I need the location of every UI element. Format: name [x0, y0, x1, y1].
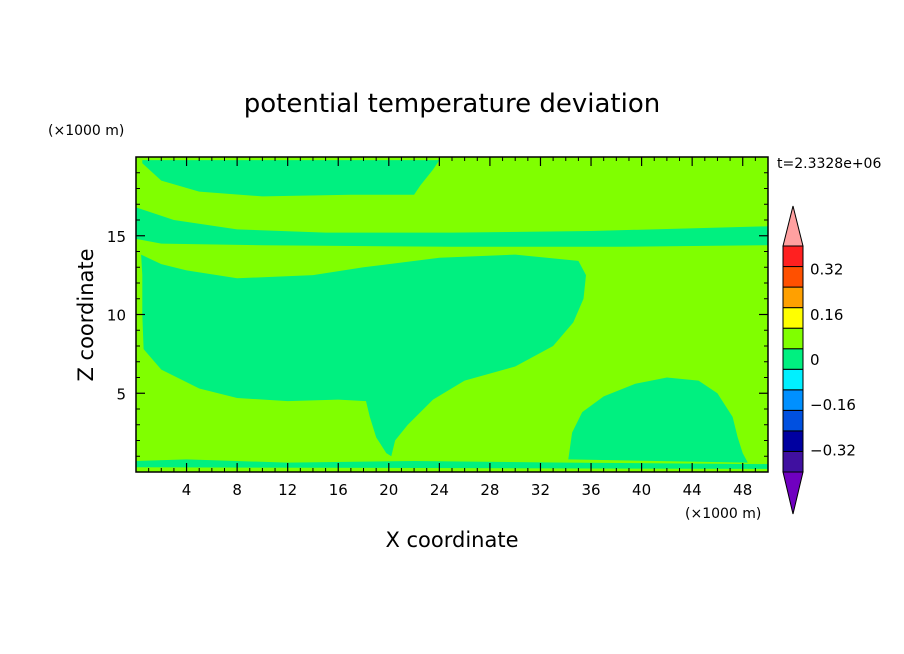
y-tick-label: 15	[107, 228, 126, 246]
x-units-label: (×1000 m)	[685, 506, 761, 522]
colorbar-swatch	[782, 450, 804, 473]
contour-region-2	[136, 207, 768, 247]
colorbar: 0.32 0.16 0 −0.16 −0.32	[782, 205, 856, 515]
contour-region-3	[141, 254, 586, 457]
time-label: t=2.3328e+06	[777, 156, 881, 172]
y-tick-label: 5	[116, 385, 126, 403]
x-tick-label: 24	[430, 481, 449, 499]
y-units-label: (×1000 m)	[48, 123, 124, 139]
colorbar-swatch	[782, 266, 804, 288]
colorbar-swatch	[782, 409, 804, 432]
x-tick-label: 44	[683, 481, 702, 499]
x-tick-label: 32	[531, 481, 550, 499]
x-tick-label: 20	[379, 481, 398, 499]
colorbar-swatch	[782, 348, 804, 370]
colorbar-swatch	[782, 307, 804, 329]
contour-region-5	[136, 459, 768, 469]
y-axis-label: Z coordinate	[74, 248, 98, 381]
colorbar-tick-label: −0.32	[810, 441, 856, 459]
x-tick-label: 48	[733, 481, 752, 499]
colorbar-swatch	[782, 327, 804, 350]
y-tick-label: 10	[107, 307, 126, 325]
colorbar-lower-arrow	[782, 471, 804, 515]
chart-title: potential temperature deviation	[244, 89, 660, 119]
colorbar-tick-label: −0.16	[810, 396, 856, 414]
x-tick-label: 28	[480, 481, 499, 499]
x-axis-label: X coordinate	[385, 528, 518, 552]
colorbar-swatch	[782, 430, 804, 452]
colorbar-swatch	[782, 389, 804, 411]
colorbar-swatch	[782, 245, 804, 268]
y-axis-ticks: 5 10 15	[107, 172, 768, 457]
colorbar-tick-label: 0.16	[810, 306, 843, 324]
colorbar-swatch	[782, 368, 804, 391]
colorbar-tick-label: 0	[810, 351, 820, 369]
x-tick-label: 16	[329, 481, 348, 499]
x-tick-label: 40	[632, 481, 651, 499]
contour-region-1	[142, 160, 440, 197]
plot-area	[135, 156, 769, 473]
x-tick-label: 4	[182, 481, 192, 499]
x-tick-label: 36	[581, 481, 600, 499]
x-tick-label: 8	[232, 481, 242, 499]
colorbar-upper-arrow	[782, 205, 804, 247]
colorbar-swatch	[782, 286, 804, 309]
x-tick-label: 12	[278, 481, 297, 499]
contour-region-4	[568, 377, 748, 463]
colorbar-tick-label: 0.32	[810, 261, 843, 279]
x-axis-ticks: 4 8 12 16 20 24 28 32 36 40 44 48	[148, 157, 756, 499]
